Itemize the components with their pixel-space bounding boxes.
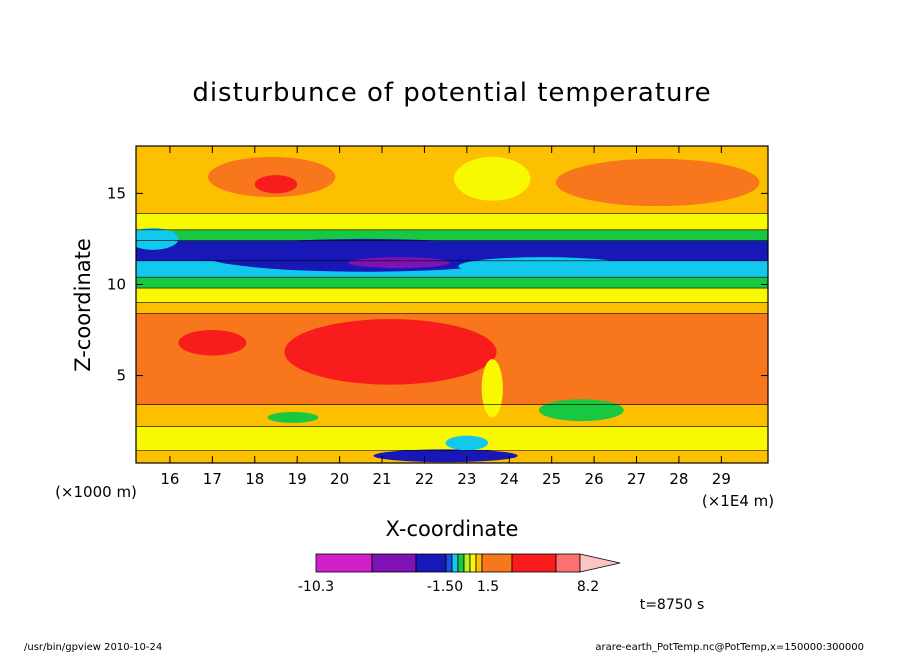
colorbar-label-pos: 1.5	[477, 579, 499, 595]
x-tick-label: 24	[500, 470, 519, 488]
x-tick-label: 17	[203, 470, 222, 488]
field-region-8	[454, 156, 531, 201]
field-band-5	[136, 288, 768, 303]
colorbar-swatch-9	[481, 553, 513, 573]
x-tick-label: 26	[585, 470, 604, 488]
x-tick-label: 22	[415, 470, 434, 488]
field-region-9	[373, 449, 518, 463]
field-band-4	[136, 302, 768, 314]
colorbar-swatch-1	[371, 553, 417, 573]
x-tick-label: 20	[330, 470, 349, 488]
field-region-1	[348, 257, 450, 269]
y-axis-ticks: 5 10 15	[107, 184, 768, 385]
y-axis-label: Z-coordinate	[71, 238, 95, 372]
x-tick-label: 19	[288, 470, 307, 488]
colorbar	[315, 553, 621, 573]
field-region-12	[267, 411, 319, 423]
x-axis-unit: (×1E4 m)	[702, 492, 774, 510]
colorbar-swatch-3	[445, 553, 453, 573]
footer-left: /usr/bin/gpview 2010-10-24	[24, 642, 162, 653]
colorbar-label-neg: -1.50	[427, 579, 463, 595]
chart-title: disturbunce of potential temperature	[192, 78, 711, 108]
y-tick-label: 10	[107, 275, 126, 293]
x-tick-label: 21	[372, 470, 391, 488]
colorbar-label-min: -10.3	[298, 579, 334, 595]
field-band-2	[136, 404, 768, 427]
colorbar-label-max: 8.2	[577, 579, 599, 595]
colorbar-swatch-4	[451, 553, 459, 573]
field-band-10	[136, 213, 768, 230]
x-tick-label: 27	[627, 470, 646, 488]
field-region-10	[445, 435, 489, 451]
x-tick-label: 25	[542, 470, 561, 488]
plot-frame	[135, 145, 769, 464]
colorbar-swatch-11	[555, 553, 581, 573]
time-label: t=8750 s	[640, 597, 705, 613]
field-band-6	[136, 277, 768, 289]
x-tick-label: 16	[160, 470, 179, 488]
field-region-11	[538, 399, 624, 422]
colorbar-swatch-2	[415, 553, 447, 573]
colorbar-swatch-5	[457, 553, 465, 573]
footer-right: arare-earth_PotTemp.nc@PotTemp,x=150000:…	[595, 642, 864, 653]
y-tick-label: 15	[107, 184, 126, 202]
colorbar-swatch-8	[475, 553, 483, 573]
field-region-7	[254, 175, 298, 194]
y-tick-label: 5	[116, 367, 126, 385]
colorbar-swatch-6	[463, 553, 471, 573]
field-region-4	[284, 319, 497, 385]
colorbar-swatch-10	[511, 553, 557, 573]
field-region-2	[458, 257, 629, 276]
colorbar-swatch-7	[469, 553, 477, 573]
y-axis-unit: (×1000 m)	[55, 483, 137, 501]
x-tick-label: 18	[245, 470, 264, 488]
field-region-3	[178, 330, 247, 356]
x-axis-label: X-coordinate	[386, 517, 519, 541]
x-tick-label: 23	[457, 470, 476, 488]
field-region-6	[555, 158, 760, 207]
plot-field	[136, 146, 768, 463]
x-tick-label: 29	[712, 470, 731, 488]
x-tick-label: 28	[669, 470, 688, 488]
colorbar-arrow	[579, 553, 621, 573]
field-region-13	[136, 227, 179, 250]
field-band-9	[136, 229, 768, 241]
colorbar-swatch-0	[315, 553, 373, 573]
field-region-14	[481, 359, 503, 418]
x-axis-ticks: 16 17 18 19 20 21 22 23 24 25 26 27 28 29	[160, 146, 731, 488]
